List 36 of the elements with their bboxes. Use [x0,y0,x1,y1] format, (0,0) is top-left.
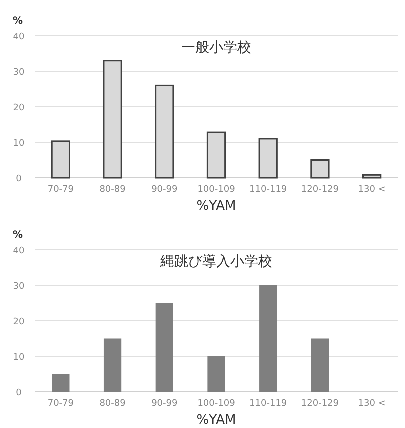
x-tick-label: 100-109 [198,399,236,409]
bar [52,374,70,392]
bar [104,338,122,392]
x-tick-label: 80-89 [100,185,126,195]
y-axis-title: % [12,16,24,27]
y-axis-title: % [12,230,24,241]
bar [260,286,278,392]
x-tick-label: 90-99 [152,185,178,195]
x-tick-label: 120-129 [301,399,340,409]
x-tick-label: 100-109 [198,185,236,195]
y-tick-label: 20 [13,318,25,328]
bar [156,303,174,392]
y-tick-label: 20 [13,104,25,114]
x-tick-label: 110-119 [250,399,288,409]
y-tick-label: 10 [13,139,25,149]
x-axis-title: %YAM [196,413,236,428]
y-tick-label: 10 [13,353,25,363]
x-tick-label: 70-79 [48,399,74,409]
bar [311,338,330,392]
x-tick-label: 110-119 [250,185,288,195]
y-tick-label: 40 [13,32,25,42]
x-tick-label: 70-79 [48,185,74,195]
x-tick-label: 80-89 [100,399,126,409]
x-tick-label: 130 < [358,399,386,409]
y-tick-label: 30 [13,282,25,292]
x-axis-title: %YAM [196,199,236,214]
y-tick-label: 30 [13,68,25,78]
chart-title: 縄跳び導入小学校 [160,254,272,270]
x-tick-label: 120-129 [301,185,340,195]
y-tick-label: 0 [16,388,22,398]
chart-title: 一般小学校 [182,40,252,56]
bar [208,356,226,392]
y-tick-label: 40 [13,246,25,256]
x-tick-label: 130 < [358,185,386,195]
x-tick-label: 90-99 [152,399,178,409]
y-tick-label: 0 [16,174,22,184]
